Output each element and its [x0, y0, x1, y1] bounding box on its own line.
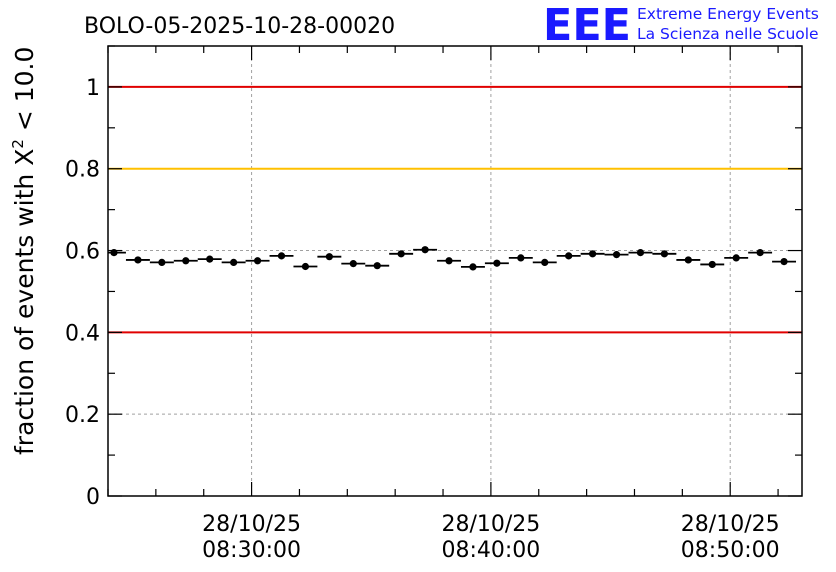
- data-point: [253, 257, 262, 265]
- data-point: [110, 248, 118, 257]
- eee-logo-mark: EEE: [543, 0, 631, 51]
- data-point: [780, 257, 788, 266]
- x-tick-label-date: 28/10/25: [441, 512, 540, 537]
- data-point: [541, 258, 549, 267]
- data-point: [469, 263, 477, 271]
- x-tick-label-time: 08:30:00: [202, 538, 301, 563]
- data-point: [421, 246, 429, 254]
- data-point: [445, 257, 453, 265]
- data-point: [732, 254, 740, 262]
- y-tick-label: 0.6: [65, 240, 100, 265]
- y-tick-label: 1: [86, 76, 100, 101]
- data-point: [589, 250, 597, 258]
- data-point: [493, 259, 501, 267]
- plot-frame: [107, 45, 803, 497]
- x-tick-label-time: 08:50:00: [681, 538, 780, 563]
- y-tick-label: 0.2: [65, 403, 100, 428]
- y-tick-label: 0: [86, 485, 100, 510]
- data-point: [684, 256, 692, 264]
- data-point: [158, 258, 166, 267]
- plot-area: 00.20.40.60.8128/10/2508:30:0028/10/2508…: [65, 45, 803, 563]
- data-point: [565, 252, 573, 260]
- data-point: [660, 250, 668, 258]
- data-point: [277, 252, 286, 260]
- x-tick-label-time: 08:40:00: [441, 538, 540, 563]
- y-axis-label: fraction of events with X2 < 10.0: [9, 47, 39, 455]
- data-point: [206, 255, 214, 263]
- data-point: [517, 254, 525, 262]
- eee-logo-line1: Extreme Energy Events: [637, 5, 819, 23]
- data-point: [349, 260, 357, 268]
- data-point: [182, 257, 190, 265]
- data-point: [373, 262, 381, 270]
- data-point: [325, 253, 333, 261]
- data-point: [230, 258, 238, 267]
- eee-logo: EEE Extreme Energy Events La Scienza nel…: [543, 0, 819, 51]
- data-point: [636, 248, 645, 257]
- data-point: [301, 262, 310, 271]
- data-point: [612, 251, 621, 259]
- data-point: [756, 248, 764, 257]
- chart-title: BOLO-05-2025-10-28-00020: [84, 14, 395, 39]
- x-tick-label-date: 28/10/25: [202, 512, 301, 537]
- x-tick-label-date: 28/10/25: [681, 512, 780, 537]
- data-point: [134, 256, 142, 264]
- data-point: [397, 250, 405, 258]
- data-point: [708, 260, 716, 269]
- y-tick-label: 0.8: [65, 158, 100, 183]
- eee-logo-line2: La Scienza nelle Scuole: [637, 25, 819, 43]
- y-tick-label: 0.4: [65, 321, 100, 346]
